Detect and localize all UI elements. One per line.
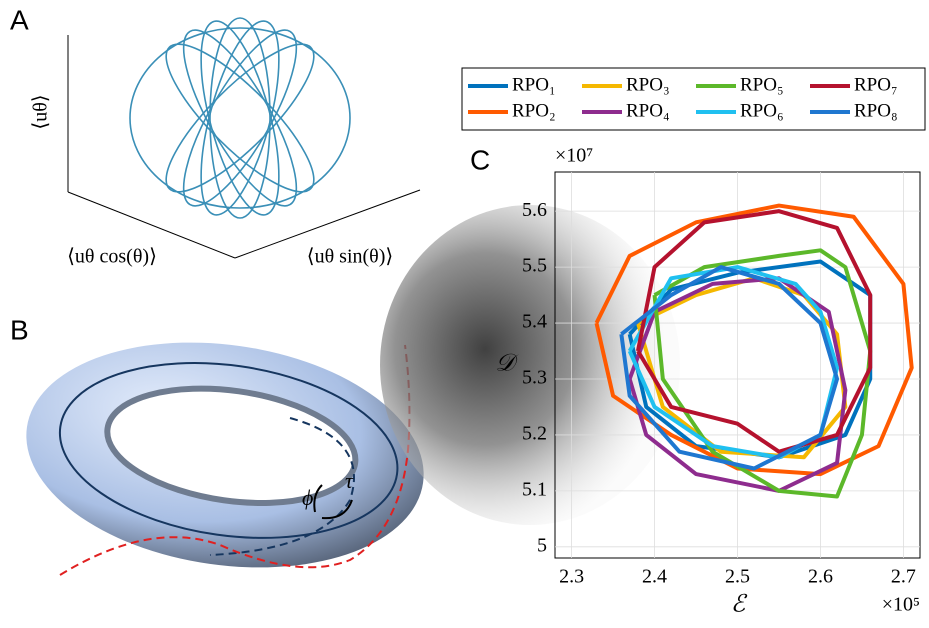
series-line — [594, 203, 914, 477]
arrows — [313, 484, 353, 520]
x-tick-label: 2.3 — [559, 566, 584, 588]
symbol: ϕ — [302, 485, 313, 510]
x-tick-label: 2.5 — [725, 566, 750, 588]
series-line — [627, 259, 873, 460]
symbol: τ — [345, 468, 354, 493]
y-tick-label: 5.4 — [522, 311, 547, 333]
y-tick-label: 5 — [537, 534, 547, 556]
legend-label: RPO₁ — [512, 74, 556, 95]
axis-label: ⟨uθ sin(θ)⟩ — [307, 246, 393, 268]
x-axis-label: ℰ — [731, 592, 748, 618]
panel-label: A — [10, 4, 29, 35]
y-tick-label: 5.3 — [522, 367, 547, 389]
legend-label: RPO₇ — [854, 74, 898, 95]
y-tick-label: 5.2 — [522, 423, 547, 445]
y-tick-label: 5.6 — [522, 199, 547, 221]
y-multiplier: ×10⁷ — [555, 145, 593, 167]
x-tick-label: 2.6 — [808, 566, 833, 588]
legend-label: RPO₈ — [854, 100, 898, 121]
x-tick-label: 2.7 — [891, 566, 916, 588]
axis-label: ⟨uθ⟩ — [30, 94, 52, 129]
legend-label: RPO₄ — [626, 100, 670, 121]
trajectory — [59, 344, 411, 576]
density-background — [380, 205, 680, 525]
axis-label: ⟨uθ cos(θ)⟩ — [67, 246, 157, 268]
legend-label: RPO₂ — [512, 100, 556, 121]
legend — [461, 67, 926, 131]
series-line — [635, 209, 873, 454]
axes-3d — [67, 35, 421, 259]
dashed-orbit — [209, 417, 355, 556]
legend-label: RPO₅ — [740, 74, 784, 95]
panel-label: B — [10, 314, 29, 345]
legend-label: RPO₆ — [740, 100, 784, 121]
x-multiplier: ×10⁵ — [882, 594, 920, 616]
panel-label: C — [470, 144, 490, 175]
series-line — [627, 276, 848, 493]
y-tick-label: 5.5 — [522, 255, 547, 277]
torus — [26, 342, 424, 568]
y-tick-label: 5.1 — [522, 478, 547, 500]
x-tick-label: 2.4 — [642, 566, 667, 588]
trajectory — [129, 17, 351, 219]
legend-label: RPO₃ — [626, 74, 670, 95]
series-line — [619, 265, 840, 471]
